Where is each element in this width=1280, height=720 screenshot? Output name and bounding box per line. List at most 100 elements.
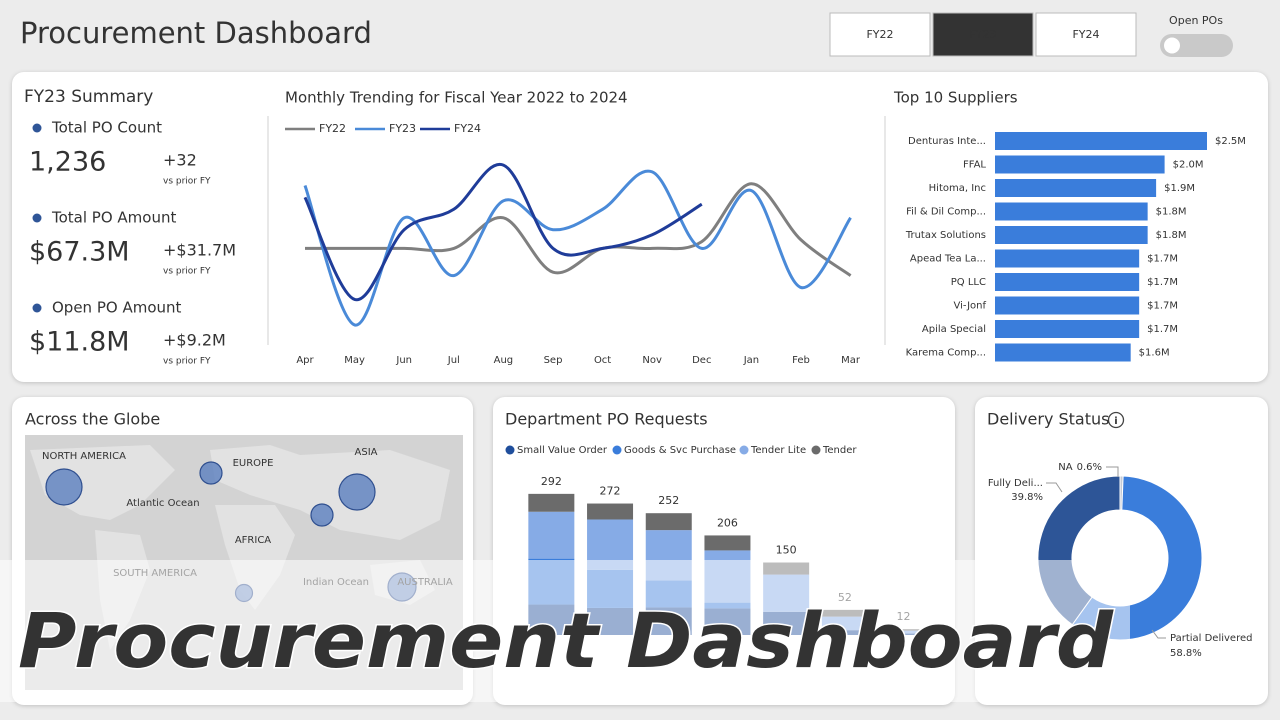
kpi-change: +32 [163, 151, 197, 170]
x-tick-label: Sep [544, 355, 563, 366]
legend-label: Tender Lite [750, 445, 806, 456]
legend-swatch [612, 445, 622, 455]
top-card [12, 72, 1268, 382]
bar-segment[interactable] [587, 503, 634, 520]
x-tick-label: Aug [494, 355, 514, 366]
legend-swatch [505, 445, 515, 455]
legend-label: Small Value Order [517, 445, 608, 456]
value-label: $2.0M [1173, 160, 1204, 171]
y-tick-label: Vi-Jonf [954, 301, 987, 312]
legend-label: Tender [822, 445, 857, 456]
bar-segment[interactable] [528, 493, 575, 512]
value-label: $1.7M [1147, 277, 1178, 288]
legend-swatch [811, 445, 821, 455]
toggle-knob [1164, 37, 1180, 54]
x-tick-label: May [344, 355, 365, 366]
value-label: $2.5M [1215, 136, 1246, 147]
y-tick-label: Denturas Inte... [908, 136, 986, 147]
x-tick-label: Oct [594, 355, 611, 366]
y-tick-label: Fil & Dil Comp... [906, 207, 986, 218]
leader-line [1046, 482, 1063, 493]
bubble[interactable] [199, 461, 223, 485]
bar[interactable] [995, 202, 1148, 221]
total-label: 252 [658, 494, 679, 507]
kpi-bullet [32, 213, 42, 223]
value-label: $1.6M [1139, 348, 1170, 359]
bar[interactable] [995, 226, 1148, 244]
chart-title: Monthly Trending for Fiscal Year 2022 to… [285, 89, 628, 107]
map-label: Atlantic Ocean [126, 498, 199, 509]
value-label: $1.7M [1147, 254, 1178, 265]
bar[interactable] [995, 320, 1140, 338]
bar[interactable] [995, 179, 1157, 197]
year-button-label: FY24 [1072, 28, 1099, 41]
bar-segment[interactable] [704, 535, 751, 551]
x-tick-label: Dec [692, 355, 711, 366]
bar[interactable] [995, 249, 1140, 268]
bar[interactable] [995, 343, 1131, 362]
map-label: EUROPE [233, 458, 274, 469]
bar[interactable] [995, 296, 1140, 315]
total-label: 206 [717, 516, 738, 529]
x-tick-label: Nov [642, 355, 662, 366]
kpi-note: vs prior FY [163, 267, 211, 277]
kpi-note: vs prior FY [163, 357, 211, 367]
overlay: Procurement Dashboard [0, 560, 1130, 702]
total-label: 150 [776, 544, 797, 557]
kpi-value: $67.3M [29, 237, 130, 268]
kpi-bullet [32, 123, 42, 133]
x-tick-label: Mar [841, 355, 861, 366]
banner-title: Procurement Dashboard [18, 596, 1115, 685]
map-label: NORTH AMERICA [42, 451, 126, 462]
y-tick-label: PQ LLC [951, 277, 986, 288]
slice-name: NA [1058, 462, 1072, 473]
slice-value: 0.6% [1077, 462, 1102, 473]
slice-label: Fully Deli... [988, 478, 1043, 489]
kpi-change: +$9.2M [163, 331, 226, 350]
slice-label: Partial Delivered [1170, 633, 1252, 644]
y-tick-label: Karema Comp... [906, 348, 986, 359]
bar[interactable] [995, 132, 1207, 150]
info-icon[interactable] [1107, 411, 1125, 429]
bar-segment[interactable] [645, 513, 692, 531]
year-button[interactable] [1035, 12, 1137, 57]
kpi-note: vs prior FY [163, 177, 211, 187]
bar-segment[interactable] [528, 511, 575, 559]
year-button[interactable] [829, 12, 931, 57]
slice-value: 58.8% [1170, 648, 1202, 659]
legend-label: FY23 [389, 122, 416, 135]
kpi-change: +$31.7M [163, 241, 236, 260]
map-label: ASIA [355, 447, 378, 458]
bubble[interactable] [310, 503, 334, 527]
kpi-value: 1,236 [29, 147, 106, 178]
bubble[interactable] [338, 473, 376, 511]
bar[interactable] [995, 273, 1140, 291]
map-label: AFRICA [235, 535, 271, 546]
x-tick-label: Jan [743, 355, 759, 366]
summary-title: FY23 Summary [24, 87, 153, 107]
banner-band [0, 560, 1130, 702]
x-tick-label: Apr [296, 355, 314, 366]
value-label: $1.8M [1156, 230, 1187, 241]
total-label: 292 [541, 475, 562, 488]
chart-title: Department PO Requests [505, 410, 708, 429]
year-button[interactable] [932, 12, 1034, 57]
landmass [210, 445, 450, 540]
line-series[interactable] [305, 182, 852, 277]
kpi-bullet [32, 303, 42, 313]
slice-value: 39.8% [1011, 492, 1043, 503]
kpi-label: Total PO Amount [51, 209, 176, 227]
value-label: $1.9M [1164, 183, 1195, 194]
chart-title: Delivery Status [987, 410, 1109, 429]
kpi-label: Total PO Count [51, 119, 162, 137]
bar[interactable] [995, 155, 1165, 174]
kpi-label: Open PO Amount [52, 299, 182, 317]
leader-line [1106, 466, 1119, 477]
page-title: Procurement Dashboard [20, 16, 372, 50]
bubble[interactable] [45, 468, 83, 506]
year-button-label: FY22 [866, 28, 893, 41]
landmass [215, 505, 295, 610]
toggle-label: Open POs [1169, 14, 1223, 27]
line-series[interactable] [303, 163, 703, 301]
toggle[interactable] [1160, 34, 1233, 57]
